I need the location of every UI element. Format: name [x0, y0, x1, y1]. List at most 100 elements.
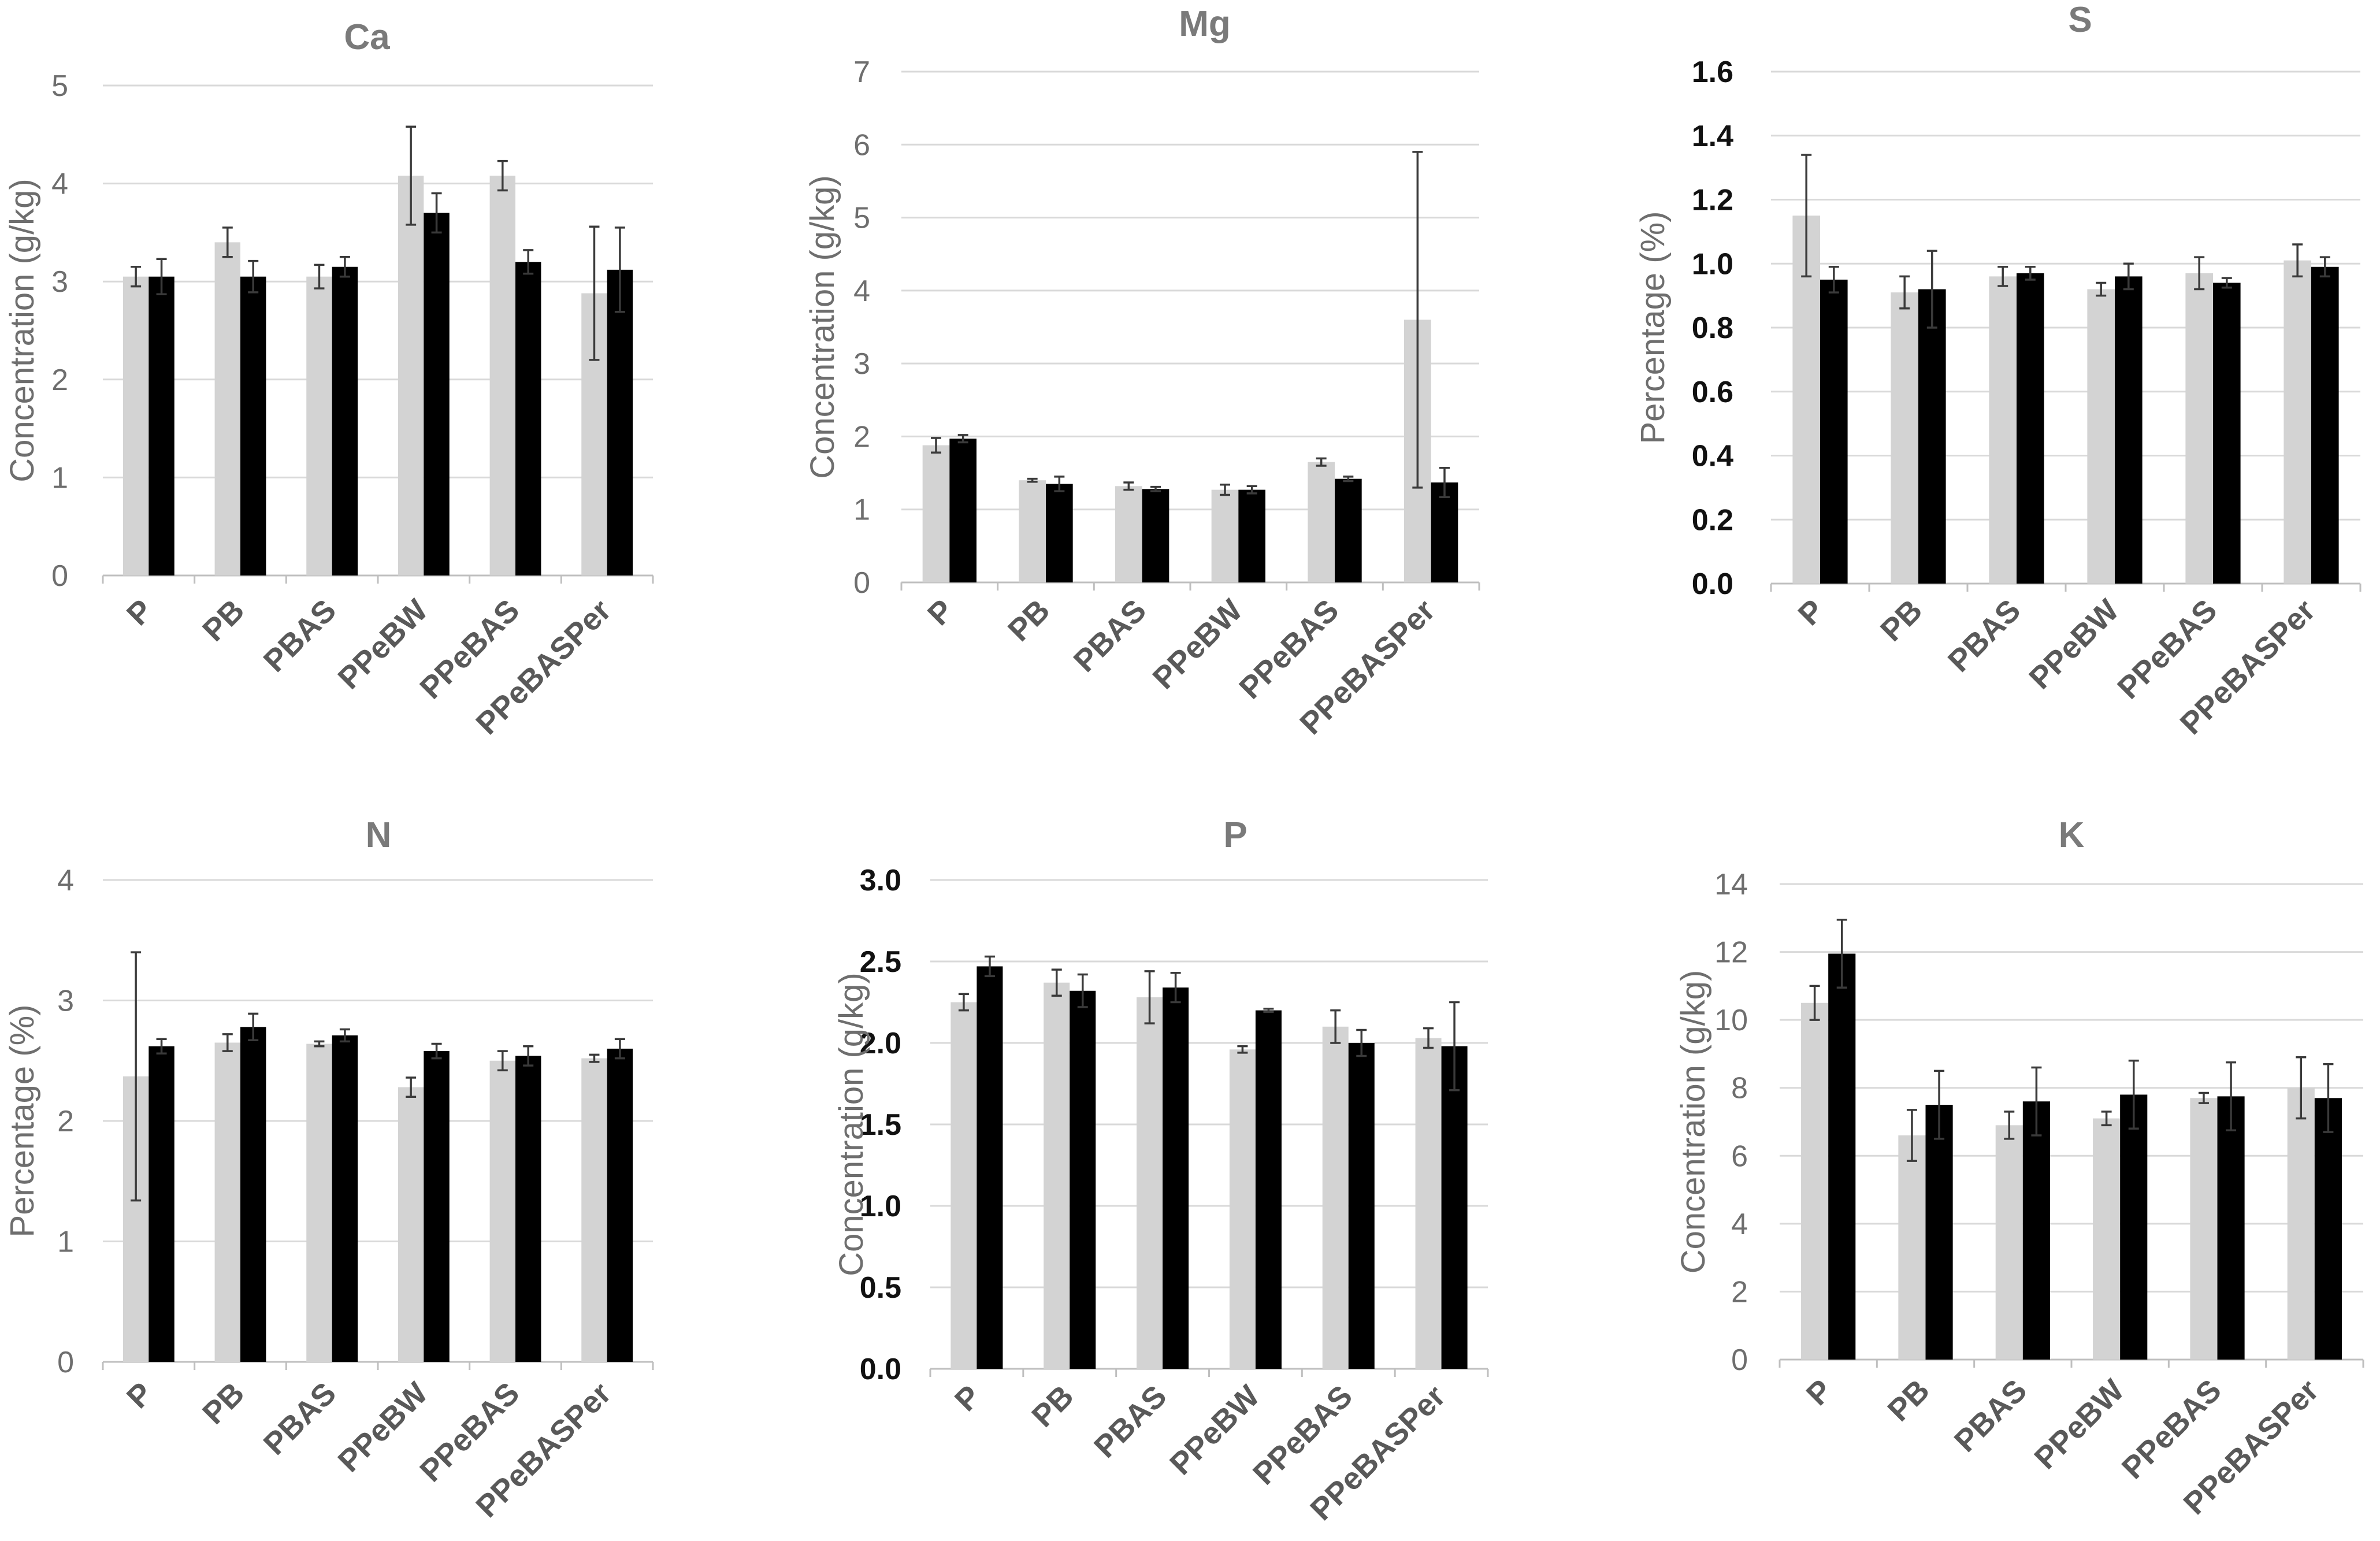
bar-pbas-series1	[1115, 486, 1142, 582]
bar-pbas-series1	[1989, 276, 2017, 584]
bar-ppebasper-series2	[607, 269, 633, 575]
y-tick-label: 0.5	[860, 1271, 901, 1305]
error-bar	[1316, 457, 1327, 467]
y-tick-label: 14	[1714, 868, 1748, 901]
bar-pb-series2	[1925, 1105, 1953, 1360]
y-tick-label: 6	[1731, 1139, 1748, 1173]
bar-p-series1	[922, 445, 950, 582]
error-bar	[431, 192, 442, 234]
y-axis-label: Concentration (g/kg)	[1674, 970, 1712, 1273]
bar-ppebas-series1	[1322, 1026, 1349, 1369]
y-tick-label: 3	[51, 265, 68, 299]
bar-ppebasper-series1	[2287, 1087, 2315, 1360]
bar-ppebw-series1	[1229, 1049, 1256, 1369]
error-bar	[1330, 1009, 1341, 1044]
error-bar	[2198, 1091, 2209, 1104]
x-tick-label: P	[1800, 1373, 1839, 1412]
error-bar	[1906, 1109, 1917, 1162]
bar-pb-series1	[1044, 982, 1070, 1369]
error-bar	[2226, 1061, 2237, 1131]
error-bar	[497, 159, 508, 192]
bar-ppebas-series1	[1308, 462, 1335, 582]
chart-title: Mg	[1179, 4, 1231, 44]
bar-ppebasper-series2	[607, 1048, 633, 1362]
y-tick-label: 7	[853, 55, 870, 89]
y-tick-label: 0.4	[1692, 440, 1733, 473]
x-tick-label: PBAS	[1941, 593, 2028, 679]
error-bar	[2296, 1056, 2307, 1120]
bar-ppebw-series1	[398, 176, 424, 576]
y-tick-label: 0.0	[1692, 567, 1733, 601]
error-bar	[614, 1038, 625, 1060]
error-bar	[222, 226, 233, 258]
y-tick-label: 4	[51, 168, 68, 201]
bar-p-series2	[148, 276, 174, 576]
error-bar	[589, 1053, 600, 1063]
error-bar	[589, 225, 600, 361]
error-bar	[1123, 481, 1134, 491]
error-bar	[2128, 1059, 2139, 1130]
error-bar	[1997, 266, 2008, 287]
error-bar	[1828, 266, 1839, 294]
error-bar	[1220, 484, 1230, 496]
error-bar	[984, 955, 995, 978]
x-tick-label: PB	[1881, 1373, 1936, 1428]
bar-pb-series1	[1019, 480, 1046, 582]
y-axis-label: Concentration (g/kg)	[804, 175, 841, 478]
bar-ppebas-series1	[489, 1060, 515, 1362]
y-axis-label: Concentration (g/kg)	[833, 972, 870, 1276]
error-bar	[431, 1042, 442, 1060]
y-tick-label: 2.5	[860, 945, 901, 979]
y-tick-label: 0.0	[860, 1353, 901, 1386]
error-bar	[339, 256, 350, 278]
bar-ppebw-series2	[424, 213, 450, 576]
bar-pb-series1	[1891, 292, 1918, 584]
bar-ppebasper-series2	[2311, 266, 2339, 584]
error-bar	[1439, 466, 1450, 498]
error-bar	[1237, 1045, 1248, 1054]
error-bar	[1051, 968, 1062, 997]
bar-pb-series2	[1046, 484, 1073, 582]
bar-ppebw-series1	[398, 1087, 424, 1362]
bar-ppebasper-series2	[1431, 482, 1458, 582]
error-bar	[2123, 262, 2134, 291]
bar-ppebw-series2	[424, 1051, 450, 1362]
bar-ppebw-series1	[1211, 489, 1239, 582]
error-bar	[957, 434, 968, 444]
error-bar	[1263, 1008, 1274, 1013]
bar-p-series2	[1820, 279, 1848, 584]
bar-ppebw-series2	[1255, 1010, 1282, 1369]
bar-pb-series2	[240, 276, 266, 576]
error-bar	[2031, 1066, 2042, 1137]
error-bar	[1423, 1027, 1434, 1049]
y-tick-label: 1.0	[860, 1190, 901, 1223]
error-bar	[1246, 485, 1257, 495]
bar-pbas-series2	[332, 266, 358, 575]
x-tick-label: PB	[196, 1376, 251, 1431]
error-bar	[314, 263, 325, 289]
y-tick-label: 12	[1714, 936, 1748, 970]
error-bar	[248, 1012, 259, 1042]
y-tick-label: 1.2	[1692, 184, 1733, 217]
y-tick-label: 2	[1731, 1275, 1748, 1309]
error-bar	[1170, 971, 1181, 1004]
bar-pbas-series2	[2022, 1101, 2050, 1360]
x-tick-label: P	[948, 1379, 987, 1418]
bar-pbas-series2	[1142, 489, 1169, 582]
y-axis-label: Percentage (%)	[3, 1005, 41, 1238]
y-tick-label: 1	[57, 1226, 74, 1259]
y-tick-label: 1.0	[1692, 247, 1733, 281]
x-tick-label: PB	[1025, 1379, 1080, 1434]
error-bar	[1801, 154, 1812, 278]
y-tick-label: 8	[1731, 1072, 1748, 1105]
error-bar	[1809, 985, 1820, 1021]
bar-ppebw-series2	[1238, 489, 1265, 582]
error-bar	[1343, 476, 1354, 482]
bar-pbas-series1	[1137, 997, 1163, 1369]
error-bar	[2096, 281, 2107, 297]
error-bar	[2004, 1111, 2015, 1140]
y-tick-label: 6	[853, 128, 870, 162]
bar-ppebasper-series1	[1415, 1038, 1442, 1369]
